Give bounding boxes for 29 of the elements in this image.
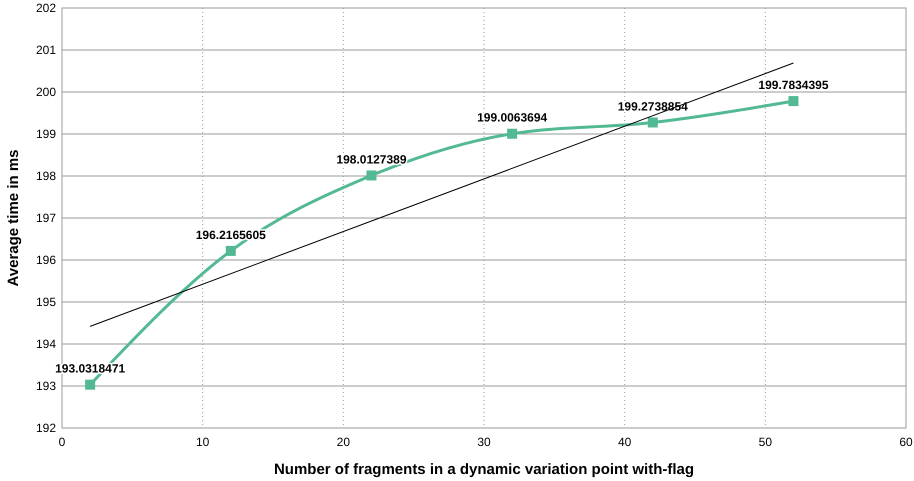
x-tick-label: 50 bbox=[758, 435, 772, 449]
x-axis-title: Number of fragments in a dynamic variation point with-flag bbox=[274, 461, 694, 478]
y-tick-label: 195 bbox=[36, 295, 56, 309]
x-tick-label: 60 bbox=[899, 435, 913, 449]
data-label: 199.0063694 bbox=[477, 110, 548, 125]
point bbox=[366, 170, 376, 180]
x-tick-label: 40 bbox=[618, 435, 632, 449]
point bbox=[788, 96, 798, 106]
x-tick-label: 30 bbox=[477, 435, 491, 449]
y-tick-label: 201 bbox=[36, 43, 56, 57]
y-tick-label: 198 bbox=[36, 169, 56, 183]
y-tick-label: 199 bbox=[36, 127, 56, 141]
y-tick-label: 197 bbox=[36, 211, 56, 225]
y-tick-label: 202 bbox=[36, 1, 56, 15]
y-tick-label: 194 bbox=[36, 337, 56, 351]
point bbox=[226, 246, 236, 256]
y-tick-label: 196 bbox=[36, 253, 56, 267]
point bbox=[507, 128, 518, 139]
y-tick-label: 192 bbox=[36, 421, 56, 435]
y-tick-label: 200 bbox=[36, 85, 56, 99]
data-label: 198.0127389 bbox=[336, 152, 407, 166]
x-tick-label: 10 bbox=[196, 435, 210, 449]
y-tick-label: 193 bbox=[36, 379, 56, 393]
y-axis-title: Average time in ms bbox=[5, 150, 22, 286]
point bbox=[85, 380, 96, 390]
data-label: 199.7834395 bbox=[758, 78, 829, 92]
point bbox=[648, 117, 658, 128]
x-tick-label: 0 bbox=[58, 435, 66, 449]
x-tick-label: 20 bbox=[336, 435, 350, 449]
